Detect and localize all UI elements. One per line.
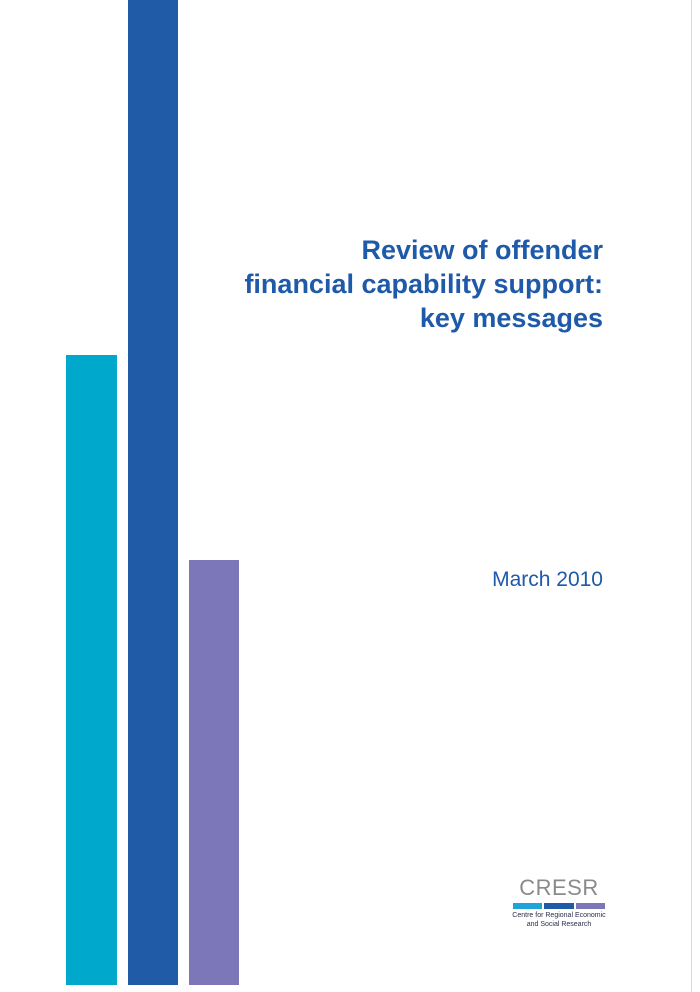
cresr-logo: CRESR Centre for Regional Economic and S… (508, 876, 610, 932)
cresr-logo-subtitle: Centre for Regional Economic and Social … (508, 912, 610, 929)
report-title-line-3: key messages (419, 303, 603, 333)
report-date: March 2010 (492, 568, 603, 591)
report-title-line-1: Review of offender (361, 235, 603, 265)
decorative-bar-blue (128, 0, 178, 985)
cresr-logo-wordmark: CRESR (519, 875, 599, 900)
cresr-logo-stripe-3 (575, 903, 605, 909)
report-title: Review of offender financial capability … (173, 233, 603, 335)
cresr-logo-subtitle-line-2: and Social Research (526, 920, 592, 928)
cresr-logo-stripe-1 (513, 903, 543, 909)
report-title-line-2: financial capability support: (244, 269, 603, 299)
cresr-logo-subtitle-line-1: Centre for Regional Economic (512, 912, 606, 919)
decorative-bar-violet (189, 560, 239, 985)
cresr-logo-stripes (513, 903, 605, 909)
decorative-bar-cyan (66, 355, 117, 985)
cresr-logo-stripe-2 (544, 903, 574, 909)
